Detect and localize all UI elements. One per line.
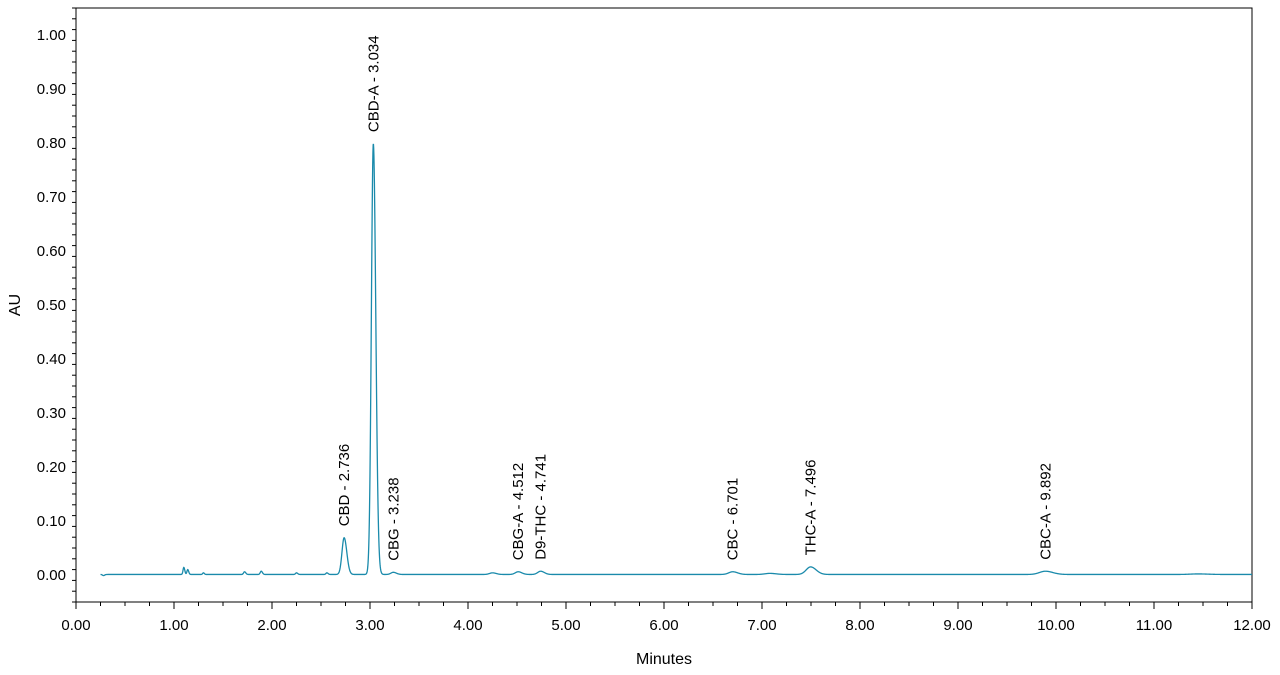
y-tick-label: 0.40: [37, 351, 66, 368]
peak-label: CBG - 3.238: [385, 477, 402, 560]
plot-frame: [75, 7, 1253, 603]
peak-labels: CBD - 2.736 CBD-A - 3.034 CBG - 3.238 CBG-A…: [336, 35, 1054, 560]
chromatogram-trace: [100, 143, 1252, 577]
x-tick-label: 12.00: [1233, 617, 1271, 634]
peak-label: CBG-A - 4.512: [510, 463, 527, 561]
x-axis: 0.00 1.00 2.00 3.00 4.00 5.00 6.00 7.00 8.00 9.00…: [61, 602, 1271, 634]
x-axis-title: Minutes: [636, 651, 692, 668]
y-tick-label: 0.70: [37, 189, 66, 206]
peak-label: CBD-A - 3.034: [365, 35, 382, 132]
y-tick-label: 0.20: [37, 459, 66, 476]
x-tick-label: 5.00: [551, 617, 580, 634]
y-axis-title: AU: [7, 294, 24, 316]
y-tick-label: 1.00: [37, 27, 66, 44]
x-tick-label: 3.00: [355, 617, 384, 634]
y-tick-label: 0.80: [37, 135, 66, 152]
x-tick-label: 11.00: [1136, 617, 1172, 634]
x-tick-label: 2.00: [257, 617, 286, 634]
y-tick-label: 0.10: [37, 513, 66, 530]
x-tick-label: 7.00: [747, 617, 776, 634]
x-tick-label: 10.00: [1037, 617, 1075, 634]
x-tick-label: 4.00: [453, 617, 482, 634]
y-tick-label: 0.30: [37, 405, 66, 422]
y-tick-label: 0.90: [37, 81, 66, 98]
y-tick-label: 0.50: [37, 297, 66, 314]
peak-label: CBD - 2.736: [336, 444, 353, 527]
peak-label: CBC-A - 9.892: [1037, 463, 1054, 560]
y-axis: 0.00 0.10 0.20 0.30 0.40 0.50 0.60 0.70 0.80 0.90…: [37, 7, 76, 603]
peak-label: THC-A - 7.496: [803, 460, 820, 556]
x-tick-label: 9.00: [943, 617, 972, 634]
x-tick-label: 6.00: [649, 617, 678, 634]
y-tick-label: 0.60: [37, 243, 66, 260]
x-tick-label: 8.00: [845, 617, 874, 634]
x-tick-label: 0.00: [61, 617, 90, 634]
peak-label: CBC - 6.701: [725, 478, 742, 561]
peak-label: D9-THC - 4.741: [533, 454, 550, 560]
y-tick-label: 0.00: [37, 567, 66, 584]
x-tick-label: 1.00: [159, 617, 188, 634]
